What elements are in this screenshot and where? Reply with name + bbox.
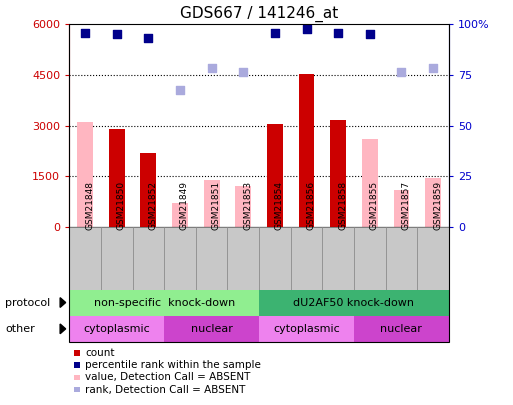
Bar	[362, 139, 378, 227]
Bar	[386, 227, 417, 290]
Bar	[69, 316, 164, 342]
Text: value, Detection Call = ABSENT: value, Detection Call = ABSENT	[85, 373, 251, 382]
Text: rank, Detection Call = ABSENT: rank, Detection Call = ABSENT	[85, 385, 246, 394]
Text: GSM21850: GSM21850	[117, 181, 126, 230]
Text: cytoplasmic: cytoplasmic	[83, 324, 150, 334]
Bar	[235, 186, 251, 227]
Bar	[322, 227, 354, 290]
Text: protocol: protocol	[5, 298, 50, 307]
Bar	[204, 180, 220, 227]
Bar	[172, 203, 188, 227]
Text: GSM21854: GSM21854	[275, 181, 284, 230]
Text: GSM21859: GSM21859	[433, 181, 442, 230]
Bar	[259, 316, 354, 342]
Bar	[299, 74, 314, 227]
Bar	[330, 121, 346, 227]
Bar	[77, 122, 93, 227]
Bar	[141, 153, 156, 227]
Point	[334, 30, 342, 36]
Point	[81, 30, 89, 36]
Text: GSM21858: GSM21858	[338, 181, 347, 230]
Point	[144, 34, 152, 41]
Bar	[291, 227, 322, 290]
Bar	[196, 227, 227, 290]
Bar	[227, 227, 259, 290]
Bar	[354, 227, 386, 290]
Bar	[101, 227, 132, 290]
Bar	[74, 375, 80, 380]
Point	[113, 31, 121, 38]
Polygon shape	[60, 298, 66, 307]
Bar	[74, 387, 80, 392]
Text: GSM21852: GSM21852	[148, 181, 157, 230]
Point	[207, 65, 215, 71]
Bar	[132, 227, 164, 290]
Text: GSM21857: GSM21857	[401, 181, 410, 230]
Bar	[259, 290, 449, 316]
Bar	[69, 290, 259, 316]
Text: GSM21856: GSM21856	[306, 181, 315, 230]
Text: percentile rank within the sample: percentile rank within the sample	[85, 360, 261, 370]
Bar	[69, 227, 101, 290]
Text: nuclear: nuclear	[381, 324, 422, 334]
Bar	[259, 227, 291, 290]
Point	[397, 68, 405, 75]
Text: GSM21853: GSM21853	[243, 181, 252, 230]
Bar	[417, 227, 449, 290]
Bar	[74, 350, 80, 356]
Text: dU2AF50 knock-down: dU2AF50 knock-down	[293, 298, 415, 308]
Text: GSM21855: GSM21855	[370, 181, 379, 230]
Text: cytoplasmic: cytoplasmic	[273, 324, 340, 334]
Point	[239, 68, 247, 75]
Point	[429, 65, 437, 71]
Bar	[164, 316, 259, 342]
Text: other: other	[5, 324, 35, 334]
Title: GDS667 / 141246_at: GDS667 / 141246_at	[180, 5, 338, 21]
Polygon shape	[60, 324, 66, 334]
Text: non-specific  knock-down: non-specific knock-down	[93, 298, 235, 308]
Bar	[393, 190, 409, 227]
Bar	[354, 316, 449, 342]
Point	[176, 87, 184, 94]
Text: count: count	[85, 348, 115, 358]
Bar	[74, 362, 80, 368]
Text: GSM21851: GSM21851	[211, 181, 221, 230]
Bar	[425, 178, 441, 227]
Point	[302, 26, 310, 33]
Bar	[164, 227, 196, 290]
Bar	[267, 124, 283, 227]
Text: nuclear: nuclear	[191, 324, 232, 334]
Point	[271, 30, 279, 36]
Bar	[109, 129, 125, 227]
Text: GSM21848: GSM21848	[85, 181, 94, 230]
Point	[366, 31, 374, 38]
Text: GSM21849: GSM21849	[180, 181, 189, 230]
